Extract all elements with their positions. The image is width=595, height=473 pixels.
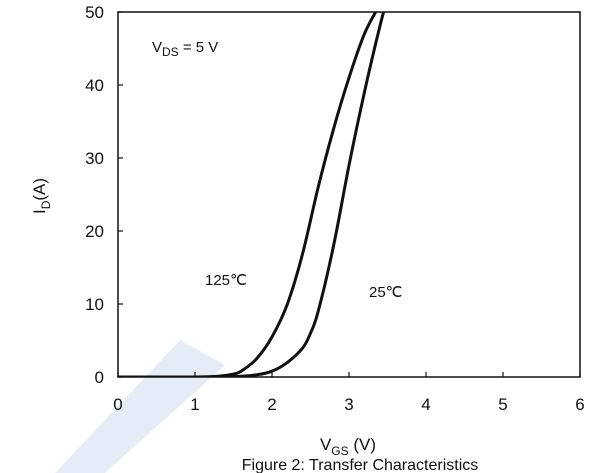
y-tick-label: 50: [85, 3, 104, 22]
watermark-stripe: [55, 340, 225, 473]
x-axis-title-main: V: [320, 435, 332, 454]
x-tick-label: 5: [498, 395, 507, 414]
y-tick-label: 20: [85, 222, 104, 241]
x-axis-title-suffix: (V): [349, 435, 376, 454]
y-axis-ticks: 0 10 20 30 40 50: [85, 3, 123, 387]
x-tick-label: 6: [575, 395, 584, 414]
series-line-125c: [118, 12, 378, 377]
plot-area-frame: [117, 11, 581, 378]
figure-caption: Figure 2: Transfer Characteristics: [242, 457, 479, 473]
y-axis-title-suffix: (A): [30, 178, 49, 201]
vds-condition-suffix: = 5 V: [179, 39, 219, 56]
y-axis-title: ID(A): [30, 178, 53, 214]
x-axis-ticks: 0 1 2 3 4 5 6: [113, 372, 585, 414]
x-axis-title-sub: GS: [331, 444, 348, 458]
x-tick-label: 2: [267, 395, 276, 414]
series-line-25c: [118, 12, 386, 377]
series-layer: [118, 12, 386, 377]
x-tick-label: 3: [344, 395, 353, 414]
series-label-125c: 125℃: [205, 272, 247, 289]
x-tick-label: 0: [113, 395, 122, 414]
vds-condition-label: VDS = 5 V: [152, 39, 218, 59]
y-tick-label: 0: [95, 368, 104, 387]
vds-condition-main: V: [152, 39, 162, 56]
series-label-25c: 25℃: [369, 284, 403, 301]
vds-condition-sub: DS: [162, 45, 179, 59]
y-tick-label: 10: [85, 295, 104, 314]
y-axis-title-sub: D: [39, 200, 53, 209]
y-tick-label: 30: [85, 149, 104, 168]
x-axis-title: VGS (V): [320, 435, 376, 458]
x-tick-label: 1: [190, 395, 199, 414]
x-tick-label: 4: [421, 395, 430, 414]
y-tick-label: 40: [85, 76, 104, 95]
y-axis-title-main: I: [30, 209, 49, 214]
